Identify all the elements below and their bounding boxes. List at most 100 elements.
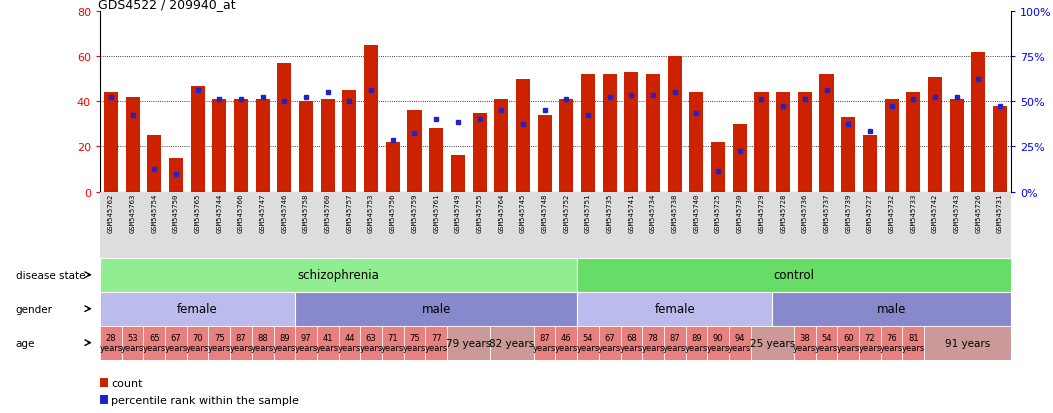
Bar	[577, 258, 1011, 292]
Bar	[364, 46, 378, 192]
Text: 88
years: 88 years	[251, 333, 275, 352]
Text: 87
years: 87 years	[230, 333, 253, 352]
Bar	[191, 86, 204, 192]
Text: 81
years: 81 years	[901, 333, 925, 352]
Text: GSM545731: GSM545731	[997, 193, 1004, 233]
Text: GSM545757: GSM545757	[346, 193, 353, 233]
Text: 71
years: 71 years	[381, 333, 404, 352]
Bar	[252, 326, 274, 360]
Text: schizophrenia: schizophrenia	[298, 268, 379, 282]
Text: 77
years: 77 years	[424, 333, 448, 352]
Bar	[534, 326, 556, 360]
Text: male: male	[877, 302, 907, 316]
Text: 67
years: 67 years	[598, 333, 621, 352]
Text: control: control	[774, 268, 815, 282]
Text: 70
years: 70 years	[186, 333, 210, 352]
Text: 89
years: 89 years	[684, 333, 708, 352]
Bar	[690, 93, 703, 192]
Text: 90
years: 90 years	[707, 333, 730, 352]
Text: GSM545740: GSM545740	[694, 193, 699, 233]
Bar	[620, 326, 642, 360]
Text: GSM545733: GSM545733	[910, 193, 916, 233]
Bar	[104, 93, 118, 192]
Bar	[733, 125, 747, 192]
Bar	[798, 93, 812, 192]
Text: 82 years: 82 years	[490, 338, 535, 348]
Bar	[317, 326, 339, 360]
Bar	[559, 100, 573, 192]
Bar	[642, 326, 663, 360]
Text: GSM545761: GSM545761	[433, 193, 439, 233]
Bar	[751, 326, 794, 360]
Text: GSM545738: GSM545738	[672, 193, 678, 233]
Bar	[668, 57, 681, 192]
Bar	[602, 75, 617, 192]
Bar	[686, 326, 708, 360]
Bar	[382, 326, 403, 360]
Bar	[538, 116, 552, 192]
Text: GSM545736: GSM545736	[801, 193, 808, 233]
Text: GSM545763: GSM545763	[130, 193, 136, 233]
Bar	[321, 100, 335, 192]
Text: 75
years: 75 years	[403, 333, 426, 352]
Bar	[360, 326, 382, 360]
Bar	[819, 75, 834, 192]
Text: GSM545760: GSM545760	[324, 193, 331, 233]
Bar	[581, 75, 595, 192]
Text: GSM545734: GSM545734	[650, 193, 656, 233]
Text: percentile rank within the sample: percentile rank within the sample	[112, 395, 299, 405]
Bar	[928, 78, 942, 192]
Bar	[708, 326, 729, 360]
Bar	[213, 100, 226, 192]
Bar	[100, 395, 108, 404]
Bar	[165, 326, 186, 360]
Text: 46
years: 46 years	[555, 333, 578, 352]
Text: GSM545758: GSM545758	[303, 193, 310, 233]
Bar	[100, 258, 577, 292]
Text: GSM545750: GSM545750	[173, 193, 179, 233]
Bar	[880, 326, 902, 360]
Bar	[993, 107, 1007, 192]
Text: 72
years: 72 years	[858, 333, 881, 352]
Text: GSM545745: GSM545745	[520, 193, 525, 233]
Text: GSM545746: GSM545746	[281, 193, 287, 233]
Text: GDS4522 / 209940_at: GDS4522 / 209940_at	[98, 0, 236, 11]
Text: GSM545751: GSM545751	[585, 193, 591, 233]
Text: 67
years: 67 years	[164, 333, 187, 352]
Bar	[925, 326, 1011, 360]
Text: GSM545739: GSM545739	[846, 193, 851, 233]
Bar	[408, 111, 421, 192]
Bar	[862, 136, 877, 192]
Text: 97
years: 97 years	[295, 333, 318, 352]
Bar	[425, 326, 448, 360]
Bar	[491, 326, 534, 360]
Bar	[295, 326, 317, 360]
Text: female: female	[177, 302, 218, 316]
Text: 53
years: 53 years	[121, 333, 144, 352]
Text: GSM545766: GSM545766	[238, 193, 244, 233]
Bar	[100, 292, 295, 326]
Bar	[816, 326, 837, 360]
Bar	[143, 326, 165, 360]
Text: GSM545747: GSM545747	[260, 193, 265, 233]
Text: 91 years: 91 years	[945, 338, 990, 348]
Text: 28
years: 28 years	[99, 333, 122, 352]
Text: 65
years: 65 years	[142, 333, 166, 352]
Text: 54
years: 54 years	[576, 333, 599, 352]
Text: 89
years: 89 years	[273, 333, 296, 352]
Bar	[950, 100, 963, 192]
Text: 68
years: 68 years	[620, 333, 643, 352]
Text: GSM545730: GSM545730	[737, 193, 742, 233]
Text: 63
years: 63 years	[359, 333, 382, 352]
Bar	[473, 114, 486, 192]
Bar	[100, 326, 122, 360]
Bar	[902, 326, 925, 360]
Text: GSM545744: GSM545744	[216, 193, 222, 233]
Text: 41
years: 41 years	[316, 333, 339, 352]
Bar	[837, 326, 859, 360]
Bar	[234, 100, 249, 192]
Bar	[624, 73, 638, 192]
Text: GSM545727: GSM545727	[867, 193, 873, 233]
Text: GSM545737: GSM545737	[823, 193, 830, 233]
Text: disease state: disease state	[16, 270, 85, 280]
